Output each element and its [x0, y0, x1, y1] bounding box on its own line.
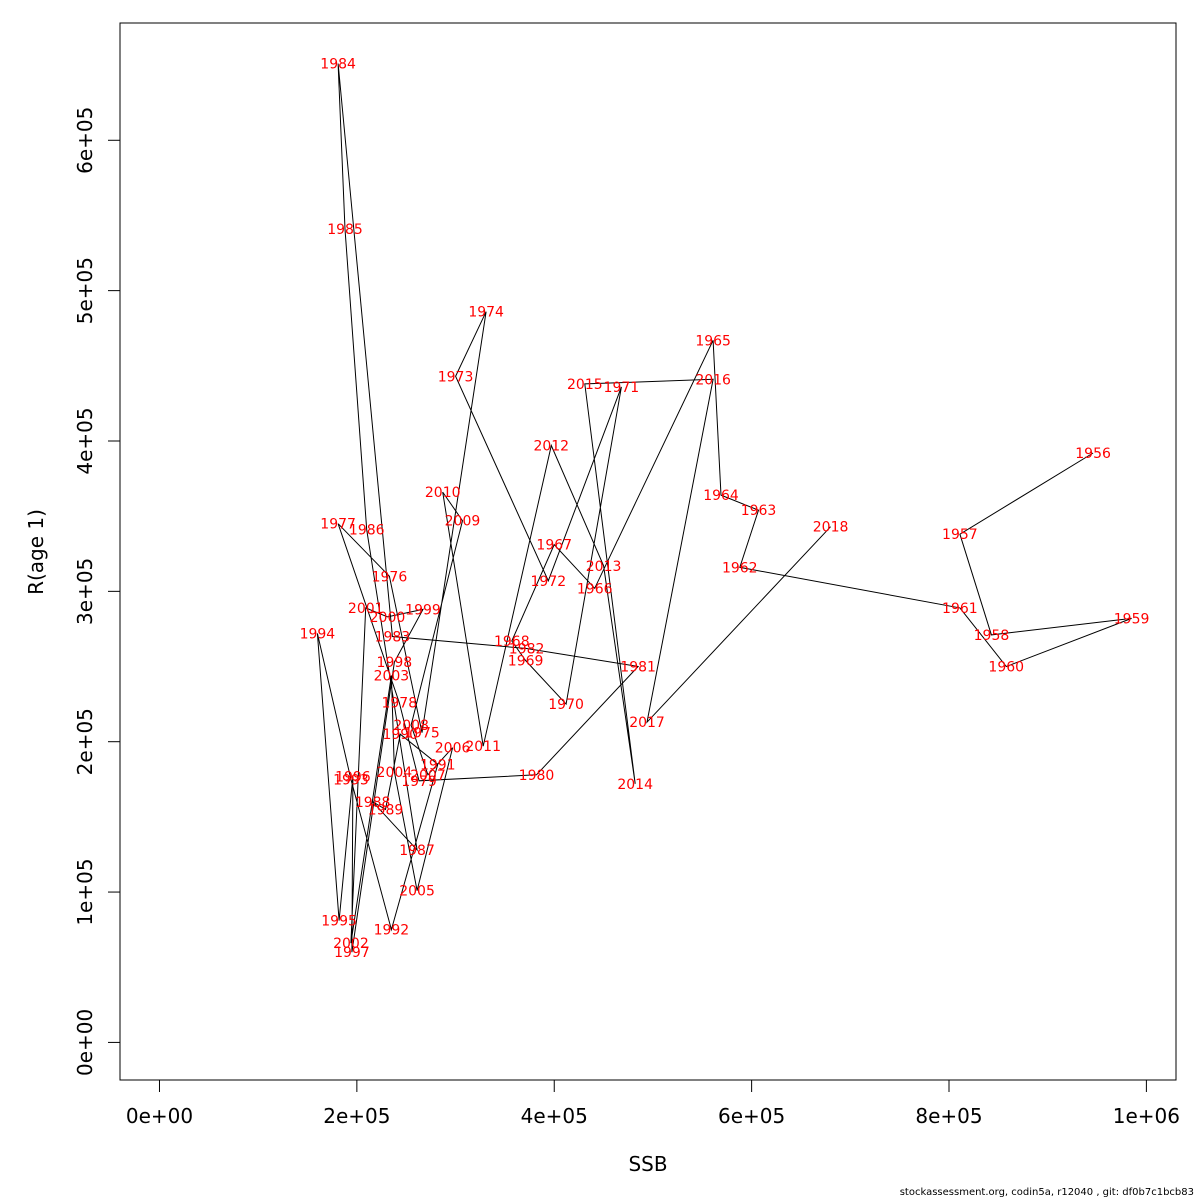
year-label-1967: 1967	[536, 538, 572, 554]
y-tick-label: 1e+05	[73, 858, 97, 925]
year-label-2017: 2017	[629, 715, 665, 731]
footer-note: stockassessment.org, codin5a, r12040 , g…	[899, 1187, 1194, 1198]
year-label-1985: 1985	[327, 222, 363, 238]
year-label-2004: 2004	[377, 765, 413, 781]
x-tick-label: 0e+00	[126, 1104, 193, 1128]
year-label-1966: 1966	[577, 581, 613, 597]
y-axis: 0e+00 1e+05 2e+05 3e+05 4e+05 5e+05 6e+05	[73, 107, 121, 1076]
year-label-1978: 1978	[381, 696, 417, 712]
y-tick-label: 3e+05	[73, 558, 97, 625]
year-label-1968: 1968	[494, 634, 530, 650]
year-label-2002: 2002	[333, 936, 369, 952]
year-label-2006: 2006	[435, 741, 471, 757]
year-label-2005: 2005	[399, 884, 435, 900]
x-tick-label: 6e+05	[718, 1104, 785, 1128]
year-label-2018: 2018	[813, 520, 849, 536]
year-label-2003: 2003	[374, 669, 410, 685]
x-tick-label: 1e+06	[1113, 1104, 1180, 1128]
year-label-2015: 2015	[567, 377, 603, 393]
year-label-2010: 2010	[425, 485, 461, 501]
year-label-1980: 1980	[519, 768, 555, 784]
x-tick-label: 2e+05	[323, 1104, 390, 1128]
year-label-1989: 1989	[368, 802, 404, 818]
year-label-1959: 1959	[1114, 611, 1150, 627]
year-label-1964: 1964	[703, 488, 739, 504]
year-label-2012: 2012	[533, 438, 569, 454]
year-label-1965: 1965	[695, 333, 731, 349]
year-label-1971: 1971	[604, 380, 640, 396]
x-axis-label: SSB	[628, 1152, 667, 1176]
year-label-1983: 1983	[375, 629, 411, 645]
sr-path	[316, 63, 1132, 953]
year-label-1992: 1992	[374, 923, 410, 939]
year-label-1995: 1995	[321, 914, 357, 930]
year-label-1982: 1982	[509, 641, 545, 657]
year-label-2011: 2011	[465, 739, 501, 755]
year-label-1961: 1961	[942, 601, 978, 617]
year-label-1996: 1996	[335, 769, 371, 785]
year-label-1988: 1988	[355, 795, 391, 811]
year-label-1958: 1958	[974, 628, 1010, 644]
year-label-1991: 1991	[420, 757, 456, 773]
y-tick-label: 6e+05	[73, 107, 97, 174]
year-label-1969: 1969	[508, 654, 544, 670]
year-label-1957: 1957	[942, 527, 978, 543]
year-label-1963: 1963	[741, 503, 777, 519]
year-label-2016: 2016	[695, 372, 731, 388]
year-label-1960: 1960	[988, 660, 1024, 676]
year-label-1999: 1999	[405, 602, 441, 618]
year-label-1956: 1956	[1075, 446, 1111, 462]
y-tick-label: 2e+05	[73, 708, 97, 775]
y-tick-label: 0e+00	[73, 1009, 97, 1076]
x-tick-label: 4e+05	[521, 1104, 588, 1128]
year-label-1972: 1972	[531, 574, 567, 590]
year-label-1984: 1984	[320, 57, 356, 73]
year-label-1973: 1973	[438, 369, 474, 385]
sr-trajectory-line	[316, 63, 1132, 953]
year-label-1997: 1997	[334, 945, 370, 961]
year-label-2013: 2013	[586, 559, 622, 575]
year-label-1986: 1986	[349, 523, 385, 539]
year-label-2000: 2000	[370, 610, 406, 626]
year-label-1981: 1981	[620, 660, 656, 676]
plot-frame	[119, 22, 1177, 1081]
year-label-2014: 2014	[617, 777, 653, 793]
year-label-1977: 1977	[320, 517, 356, 533]
x-axis: 0e+00 2e+05 4e+05 6e+05 8e+05 1e+06	[126, 1079, 1180, 1128]
year-label-1993: 1993	[333, 772, 369, 788]
year-label-2001: 2001	[348, 601, 384, 617]
y-axis-label: R(age 1)	[24, 509, 48, 595]
year-label-1974: 1974	[468, 305, 504, 321]
y-tick-label: 4e+05	[73, 407, 97, 474]
year-label-2007: 2007	[410, 768, 446, 784]
year-label-1987: 1987	[399, 843, 435, 859]
year-label-2009: 2009	[445, 514, 481, 530]
year-label-1979: 1979	[401, 774, 437, 790]
year-label-1994: 1994	[300, 626, 336, 642]
year-label-1975: 1975	[404, 726, 440, 742]
year-label-1976: 1976	[372, 569, 408, 585]
year-label-1962: 1962	[722, 560, 758, 576]
year-label-1990: 1990	[382, 727, 418, 743]
y-tick-label: 5e+05	[73, 257, 97, 324]
year-label-1970: 1970	[548, 697, 584, 713]
year-label-2008: 2008	[393, 718, 429, 734]
x-tick-label: 8e+05	[915, 1104, 982, 1128]
year-label-1998: 1998	[377, 655, 413, 671]
